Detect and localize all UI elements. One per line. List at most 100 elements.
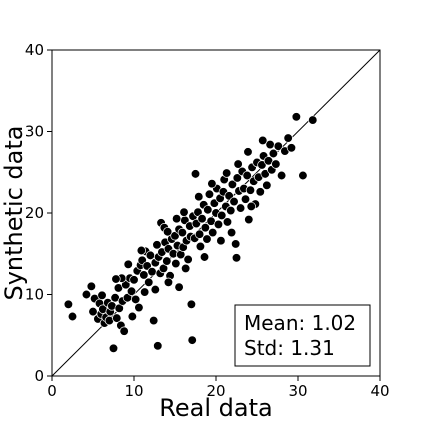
data-point [152, 240, 162, 250]
y-tick-label: 20 [25, 204, 44, 222]
data-point [268, 148, 279, 159]
data-point [271, 159, 281, 169]
data-point [150, 284, 160, 295]
data-point [197, 214, 207, 224]
stats-box: Mean: 1.02 Std: 1.31 [234, 304, 371, 367]
data-point [217, 210, 227, 221]
data-point [171, 258, 181, 269]
data-point [136, 245, 147, 256]
data-point [174, 282, 184, 292]
data-point [134, 302, 144, 313]
data-point [194, 192, 204, 202]
data-point [129, 275, 139, 285]
data-point [257, 160, 267, 170]
data-point [187, 335, 197, 345]
data-point [112, 313, 122, 323]
data-point [202, 234, 212, 244]
data-point [244, 214, 254, 225]
data-point [111, 274, 121, 284]
data-point [213, 219, 224, 230]
data-point [108, 343, 119, 353]
data-point [86, 281, 97, 292]
x-tick-label: 10 [124, 382, 143, 400]
data-point [162, 227, 173, 237]
data-point [222, 168, 232, 178]
data-point [194, 229, 205, 239]
data-point [171, 214, 182, 224]
data-point [179, 207, 189, 217]
data-point [97, 290, 107, 300]
data-point [144, 277, 154, 287]
data-point [199, 252, 210, 262]
data-point [149, 315, 159, 326]
data-point [242, 170, 252, 181]
data-point [286, 143, 297, 153]
data-point [203, 205, 213, 215]
data-point [240, 194, 251, 204]
y-tick-label: 30 [25, 123, 44, 141]
data-point [229, 196, 239, 207]
data-point [181, 263, 191, 274]
data-point [123, 259, 133, 269]
data-point [283, 133, 293, 143]
data-point [153, 341, 163, 351]
data-point [243, 147, 253, 157]
y-tick-label: 0 [34, 367, 44, 385]
stats-mean-text: Mean: 1.02 [244, 311, 356, 335]
data-point [183, 254, 193, 265]
data-point [195, 241, 206, 252]
stats-box-frame [234, 304, 371, 367]
ticks-group: 0 10 20 30 40 0 10 20 30 40 [25, 41, 390, 400]
data-point [88, 306, 98, 317]
data-point [127, 311, 138, 322]
data-point [232, 173, 242, 183]
x-tick-label: 40 [370, 382, 389, 400]
data-point [140, 287, 150, 297]
data-point [245, 185, 256, 195]
data-point [235, 203, 246, 213]
stats-std-text: Std: 1.31 [244, 336, 335, 360]
data-point [233, 159, 243, 169]
data-point [298, 170, 308, 181]
data-point [308, 115, 318, 125]
x-tick-label: 0 [47, 382, 57, 400]
data-point [126, 286, 137, 296]
x-tick-label: 20 [206, 382, 225, 400]
data-point [231, 239, 241, 249]
data-point [119, 326, 129, 336]
data-point [291, 112, 302, 122]
data-point [162, 256, 172, 266]
data-point [216, 236, 226, 246]
y-tick-label: 40 [25, 41, 44, 59]
data-point [207, 179, 217, 189]
data-point [260, 169, 270, 179]
data-point [67, 311, 78, 322]
data-point [177, 227, 188, 238]
data-point [204, 189, 215, 199]
data-point [139, 270, 149, 280]
data-point [186, 299, 197, 309]
data-point [246, 201, 256, 212]
data-point [227, 179, 238, 190]
x-axis-label: Real data [159, 394, 272, 422]
data-point [130, 294, 141, 305]
data-point [200, 223, 210, 233]
data-point [190, 169, 201, 179]
y-tick-label: 10 [25, 286, 44, 304]
data-point [262, 180, 272, 190]
data-point [121, 280, 131, 290]
y-axis-label: Synthetic data [0, 126, 28, 301]
data-point [193, 207, 203, 217]
data-point [222, 217, 233, 227]
data-point [226, 227, 237, 238]
data-point [163, 277, 174, 287]
data-point [63, 299, 74, 309]
points-group [63, 112, 318, 353]
data-point [273, 141, 283, 151]
data-point [145, 250, 156, 261]
data-point [231, 253, 242, 263]
x-tick-label: 30 [288, 382, 307, 400]
data-point [255, 187, 265, 197]
data-point [226, 205, 236, 216]
